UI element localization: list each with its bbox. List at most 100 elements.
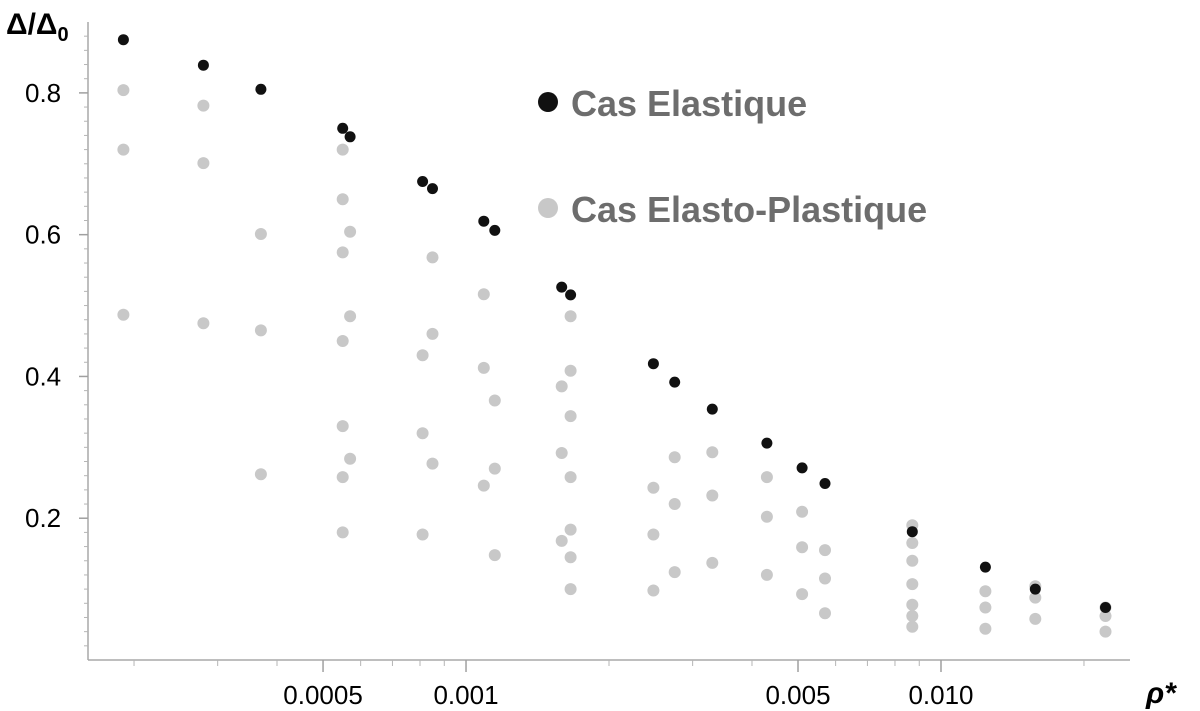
point-s1-23	[426, 327, 439, 340]
point-s1-35	[564, 364, 577, 377]
point-s1-30	[488, 549, 501, 562]
point-s1-20	[416, 427, 429, 440]
point-s1-50	[760, 471, 773, 484]
point-s1-4	[197, 157, 210, 170]
point-s0-3	[337, 122, 349, 134]
point-s1-53	[796, 505, 809, 518]
point-s1-49	[706, 556, 719, 569]
point-s1-48	[706, 489, 719, 502]
point-s0-9	[556, 281, 568, 293]
point-s1-33	[555, 534, 568, 547]
point-s1-41	[647, 481, 660, 494]
point-s1-31	[555, 380, 568, 393]
point-s1-66	[979, 585, 992, 598]
point-s1-39	[564, 551, 577, 564]
point-s1-10	[336, 193, 349, 206]
point-s1-29	[488, 462, 501, 475]
point-s0-4	[344, 131, 356, 143]
point-s1-54	[796, 541, 809, 554]
series-1	[117, 84, 1112, 638]
legend-marker-elastique	[538, 92, 558, 112]
point-s1-12	[336, 335, 349, 347]
x-tick-label-2: 0.005	[765, 680, 830, 710]
y-axis-title-subscript: 0	[57, 24, 68, 46]
point-s1-44	[668, 451, 681, 464]
point-s0-6	[427, 183, 438, 195]
point-s1-11	[336, 246, 349, 259]
point-s1-65	[906, 620, 919, 633]
point-s0-2	[255, 83, 267, 95]
point-s1-64	[906, 610, 919, 622]
point-s1-73	[1099, 610, 1112, 622]
point-s1-46	[668, 566, 681, 579]
point-s1-63	[906, 598, 919, 611]
point-s0-20	[1100, 602, 1111, 613]
point-s1-17	[344, 310, 357, 323]
y-major-ticks: 0.2 0.4 0.6 0.8	[25, 78, 88, 533]
point-s1-51	[760, 510, 773, 523]
point-s1-74	[1099, 625, 1112, 638]
x-tick-label-3: 0.010	[908, 680, 973, 710]
point-s1-34	[564, 310, 577, 323]
point-s1-19	[416, 349, 429, 362]
point-s1-13	[336, 420, 349, 433]
point-s1-26	[477, 361, 490, 374]
point-s0-1	[197, 59, 209, 71]
legend-marker-elasto-plastique	[538, 198, 558, 218]
point-s0-15	[796, 462, 808, 474]
legend-label-elasto-plastique: Cas Elasto-Plastique	[571, 189, 927, 230]
y-minor-ticks	[84, 35, 88, 647]
point-s1-28	[488, 394, 501, 407]
point-s1-67	[979, 601, 992, 614]
point-s1-62	[906, 578, 919, 591]
point-s1-68	[979, 622, 992, 635]
point-s1-60	[906, 537, 919, 549]
point-s1-38	[564, 523, 577, 536]
point-s1-7	[254, 324, 267, 337]
point-s1-40	[564, 583, 577, 596]
point-s0-7	[478, 215, 490, 227]
point-s1-27	[477, 479, 490, 492]
x-tick-label-1: 0.001	[433, 680, 498, 710]
point-s1-36	[564, 410, 577, 423]
point-s1-16	[344, 225, 357, 238]
point-s1-0	[117, 84, 130, 97]
x-tick-label-0: 0.0005	[283, 680, 363, 710]
point-s1-32	[555, 447, 568, 459]
point-s1-42	[647, 528, 660, 541]
point-s0-0	[117, 34, 129, 46]
point-s0-18	[979, 561, 991, 573]
point-s1-58	[819, 607, 831, 620]
point-s1-70	[1029, 591, 1042, 604]
point-s0-13	[706, 403, 718, 415]
point-s1-55	[796, 588, 809, 601]
y-tick-label-3: 0.8	[25, 78, 61, 108]
point-s0-10	[565, 289, 577, 301]
legend-label-elastique: Cas Elastique	[571, 83, 807, 124]
y-axis-title-main: Δ/Δ	[6, 8, 57, 41]
point-s0-17	[906, 526, 918, 538]
point-s1-37	[564, 471, 577, 484]
x-major-ticks: 0.0005 0.001 0.005 0.010	[283, 660, 974, 710]
point-s1-25	[477, 288, 490, 301]
point-s1-24	[426, 457, 439, 470]
y-tick-label-2: 0.6	[25, 220, 61, 250]
point-s1-57	[819, 572, 831, 585]
series-0	[117, 34, 1111, 613]
series-layer	[117, 34, 1112, 638]
point-s1-47	[706, 446, 719, 459]
point-s0-8	[489, 224, 501, 236]
point-s1-3	[197, 99, 210, 112]
x-minor-ticks	[133, 660, 1085, 666]
point-s1-8	[254, 468, 267, 481]
point-s0-5	[417, 176, 429, 187]
point-s1-71	[1029, 612, 1042, 625]
point-s1-6	[254, 228, 267, 240]
point-s1-43	[647, 584, 660, 597]
point-s1-22	[426, 251, 439, 264]
point-s1-52	[760, 568, 773, 581]
point-s0-16	[819, 478, 831, 489]
y-tick-label-0: 0.2	[25, 503, 61, 533]
point-s0-12	[669, 376, 681, 388]
